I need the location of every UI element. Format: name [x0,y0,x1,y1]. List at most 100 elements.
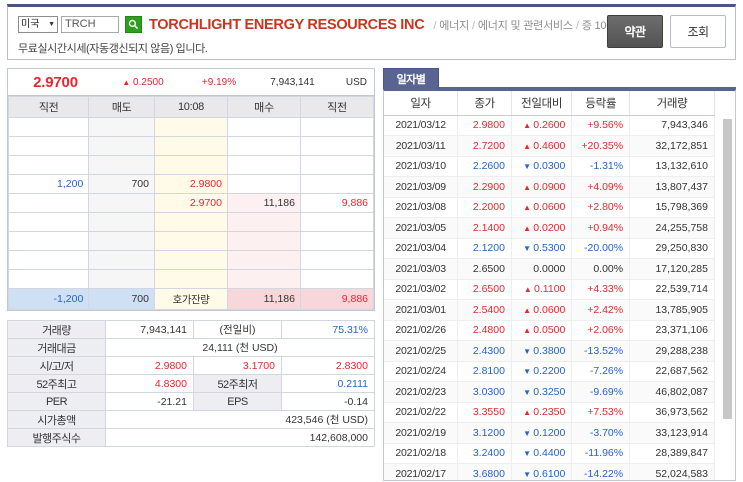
cell-date: 2021/02/26 [384,320,459,341]
cell-rate: +2.42% [571,299,631,321]
cell-date: 2021/03/05 [384,217,459,239]
daily-col-diff[interactable]: 전일대비 [511,91,573,116]
ob-prev-bid: 9,886 [299,193,375,213]
orderbook-body: 1,200 700 2.9800 2.9700 11,186 9,886 [7,117,375,289]
cell-volume: 32,172,851 [629,135,715,157]
search-button[interactable] [125,16,142,33]
low52-value: 0.2111 [281,374,375,393]
cell-diff: ▲ 0.2350 [511,402,573,423]
table-row[interactable]: 2021/02/25 2.4300 ▼ 0.3800 -13.52% 29,288,23… [384,340,715,362]
tab-daily[interactable]: 일자별 [383,68,439,89]
cell-volume: 23,371,106 [629,320,715,341]
cell-rate: +7.53% [571,402,631,423]
table-row[interactable]: 2021/03/02 2.6500 ▲ 0.1100 +4.33% 22,539,714 [384,279,715,300]
table-row[interactable]: 2021/03/10 2.2600 ▼ 0.0300 -1.31% 13,132,610 [384,156,715,177]
ob-prev-ask [7,269,90,289]
cell-volume: 52,024,583 [629,463,715,480]
cell-diff: ▲ 0.1100 [511,279,573,300]
table-row[interactable]: 2021/03/03 2.6500 0.0000 0.00% 17,120,285 [384,258,715,280]
cell-diff: ▼ 0.0300 [511,156,573,177]
ticker-input[interactable]: TRCH [61,16,119,33]
cell-rate: -13.52% [571,340,631,362]
orderbook-panel: 직전 매도 10:08 매수 직전 1,200 700 2.9800 2.9700 1… [7,95,375,311]
cell-close: 3.6800 [457,463,512,480]
ob-bid [226,269,301,289]
table-row[interactable]: 2021/03/12 2.9800 ▲ 0.2600 +9.56% 7,943,346 [384,115,715,136]
cell-diff: ▼ 0.6100 [511,463,573,480]
daily-col-date[interactable]: 일자 [384,91,459,116]
left-panel: 2.9700 ▲ 0.2500 +9.19% 7,943,141 USD 직전 … [7,68,375,447]
up-arrow-icon: ▲ [523,408,534,418]
cell-close: 3.3550 [457,402,512,423]
terms-button[interactable]: 약관 [607,15,663,48]
chevron-down-icon: ▼ [48,21,55,28]
table-row[interactable]: 2021/02/23 3.0300 ▼ 0.3250 -9.69% 46,802,087 [384,381,715,403]
query-button[interactable]: 조회 [670,15,726,48]
ob-prev-bid [299,117,375,137]
cell-close: 2.1200 [457,238,512,259]
cell-date: 2021/03/12 [384,115,459,136]
cell-volume: 17,120,285 [629,258,715,280]
breadcrumb-item-2[interactable]: 증 100 [581,19,613,32]
ob-ask [88,269,155,289]
right-panel: 일자별 일자 종가 전일대비 등락률 거래량 2021/03/12 2.9800 ▲… [383,68,736,481]
table-row[interactable]: 2021/03/09 2.2900 ▲ 0.0900 +4.09% 13,807,437 [384,176,715,198]
open-price: 2.9800 [105,356,194,375]
table-row[interactable]: 2021/02/26 2.4800 ▲ 0.0500 +2.06% 23,371,106 [384,320,715,341]
cell-date: 2021/03/03 [384,258,459,280]
price-change-rate: +9.19% [201,76,237,88]
summary-row-per-eps: PER -21.21 EPS -0.14 [7,392,375,411]
cell-diff: ▲ 0.0900 [511,176,573,198]
up-arrow-icon: ▲ [523,203,534,213]
table-row[interactable]: 2021/03/11 2.7200 ▲ 0.4600 +20.35% 32,172,85… [384,135,715,157]
table-row[interactable]: 2021/03/05 2.1400 ▲ 0.0200 +0.94% 24,255,758 [384,217,715,239]
quote-bar: 2.9700 ▲ 0.2500 +9.19% 7,943,141 USD [7,68,375,95]
breadcrumb-item-0[interactable]: 에너지 [439,19,469,32]
ob-price [153,117,228,137]
cell-diff: ▲ 0.0600 [511,197,573,218]
current-price: 2.9700 [33,73,78,91]
cell-date: 2021/03/08 [384,197,459,218]
breadcrumb-item-1[interactable]: 에너지 및 관련서비스 [477,19,573,32]
cell-close: 2.1400 [457,217,512,239]
daily-col-close[interactable]: 종가 [457,91,512,116]
cell-rate: -9.69% [571,381,631,403]
cell-volume: 28,389,847 [629,443,715,464]
table-row[interactable]: 2021/03/01 2.5400 ▲ 0.0600 +2.42% 13,785,905 [384,299,715,321]
total-ask: 700 [88,288,155,310]
cell-rate: -3.70% [571,422,631,444]
daily-table: 일자 종가 전일대비 등락률 거래량 2021/03/12 2.9800 ▲ 0.2… [384,91,715,480]
tab-filler [439,68,736,89]
cell-diff: ▼ 0.5300 [511,238,573,259]
total-prev-bid: 9,886 [299,288,375,310]
ob-price [153,212,228,232]
cell-close: 2.4800 [457,320,512,341]
table-row[interactable]: 2021/03/04 2.1200 ▼ 0.5300 -20.00% 29,250,83… [384,238,715,259]
daily-col-volume[interactable]: 거래량 [629,91,715,116]
eps-value: -0.14 [281,392,375,411]
daily-scrollbar-thumb[interactable] [723,119,732,419]
table-row[interactable]: 2021/02/22 3.3550 ▲ 0.2350 +7.53% 36,973,562 [384,402,715,423]
table-row[interactable]: 2021/03/08 2.2000 ▲ 0.0600 +2.80% 15,798,369 [384,197,715,218]
cell-volume: 22,539,714 [629,279,715,300]
mcap-value: 423,546 (천 USD) [105,410,375,429]
table-row[interactable]: 2021/02/24 2.8100 ▼ 0.2200 -7.26% 22,687,562 [384,361,715,382]
breadcrumb-sep: / [472,19,475,32]
breadcrumb-sep: / [433,19,437,32]
ob-prev-ask [7,155,90,175]
daily-col-rate[interactable]: 등락률 [571,91,631,116]
daily-table-panel: 일자 종가 전일대비 등락률 거래량 2021/03/12 2.9800 ▲ 0.2… [383,89,736,481]
ob-ask [88,250,155,270]
table-row[interactable]: 2021/02/17 3.6800 ▼ 0.6100 -14.22% 52,024,58… [384,463,715,480]
cell-diff: 0.0000 [511,258,573,280]
high-price: 3.1700 [193,356,282,375]
cell-volume: 36,973,562 [629,402,715,423]
ob-ask [88,231,155,251]
country-select[interactable]: 미국 ▼ [18,16,58,33]
cell-volume: 33,123,914 [629,422,715,444]
summary-table: 거래량 7,943,141 (전일비) 75.31% 거래대금 24,111 (… [7,320,375,447]
table-row[interactable]: 2021/02/19 3.1200 ▼ 0.1200 -3.70% 33,123,914 [384,422,715,444]
currency-label: USD [345,76,367,88]
table-row[interactable]: 2021/02/18 3.2400 ▼ 0.4400 -11.96% 28,389,84… [384,443,715,464]
